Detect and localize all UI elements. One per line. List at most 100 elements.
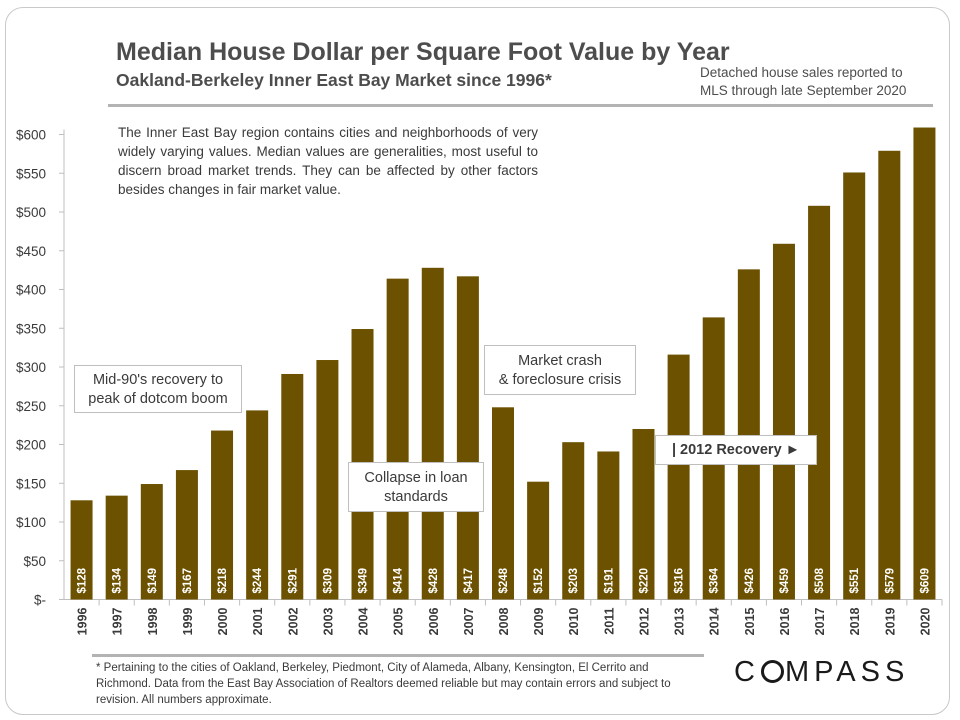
bar-data-label: $579 bbox=[884, 568, 896, 594]
bar-data-label: $152 bbox=[533, 568, 545, 594]
x-tick-label: 2004 bbox=[357, 607, 371, 635]
y-tick-label: $300 bbox=[16, 360, 46, 375]
y-tick-label: $100 bbox=[16, 515, 46, 530]
bar bbox=[632, 429, 655, 600]
x-tick-label: 2019 bbox=[883, 607, 897, 635]
x-tick-label: 2005 bbox=[392, 607, 406, 635]
y-tick-label: $200 bbox=[16, 438, 46, 453]
annotation-dotcom: Mid-90's recovery to peak of dotcom boom bbox=[74, 365, 242, 413]
bar bbox=[913, 127, 936, 600]
bar-data-label: $609 bbox=[919, 568, 931, 594]
bar bbox=[140, 484, 163, 600]
x-tick-label: 2000 bbox=[216, 607, 230, 635]
x-tick-label: 2010 bbox=[567, 607, 581, 635]
annotation-collapse: Collapse in loan standards bbox=[348, 462, 484, 512]
x-tick-label: 2006 bbox=[427, 607, 441, 635]
bar bbox=[281, 373, 304, 600]
bar bbox=[597, 451, 620, 600]
bar bbox=[421, 267, 444, 600]
annotation-crash-line1: Market crash bbox=[518, 353, 602, 369]
annotation-crash-line2: & foreclosure crisis bbox=[498, 372, 622, 388]
bar bbox=[737, 269, 760, 600]
bar-data-label: $417 bbox=[463, 568, 475, 594]
bar-data-label: $149 bbox=[147, 568, 159, 594]
y-tick-label: $250 bbox=[16, 399, 46, 414]
bar bbox=[527, 481, 550, 600]
annotation-crash: Market crash & foreclosure crisis bbox=[484, 345, 636, 395]
bar-data-label: $349 bbox=[358, 568, 370, 594]
annotation-dotcom-line1: Mid-90's recovery to bbox=[92, 372, 224, 388]
bar bbox=[386, 278, 409, 600]
bar-data-label: $316 bbox=[674, 568, 686, 594]
bar bbox=[175, 470, 198, 600]
bar-data-label: $414 bbox=[393, 567, 405, 593]
bar-data-label: $508 bbox=[814, 567, 826, 593]
x-tick-label: 2016 bbox=[778, 607, 792, 635]
y-tick-label: $500 bbox=[16, 205, 46, 220]
bar-data-label: $551 bbox=[849, 567, 861, 593]
x-tick-label: 1997 bbox=[111, 607, 125, 635]
chart-title: Median House Dollar per Square Foot Valu… bbox=[116, 38, 730, 66]
x-tick-label: 2017 bbox=[813, 607, 827, 635]
bar bbox=[492, 407, 514, 600]
x-tick-label: 2002 bbox=[286, 607, 300, 635]
annotation-collapse-line2: standards bbox=[384, 489, 448, 505]
bar bbox=[211, 430, 234, 600]
source-note-line1: Detached house sales reported to bbox=[700, 65, 903, 80]
title-divider bbox=[108, 104, 933, 107]
x-tick-label: 1996 bbox=[76, 607, 90, 635]
bar-data-label: $426 bbox=[744, 568, 756, 594]
bar-data-label: $167 bbox=[182, 568, 194, 594]
x-tick-label: 2013 bbox=[673, 607, 687, 635]
x-tick-label: 2001 bbox=[251, 607, 265, 635]
bar-data-label: $128 bbox=[77, 567, 89, 593]
annotation-dotcom-line2: peak of dotcom boom bbox=[88, 391, 228, 407]
bar bbox=[316, 360, 339, 600]
bar bbox=[105, 495, 128, 600]
x-tick-label: 2011 bbox=[602, 607, 616, 634]
source-note: Detached house sales reported to MLS thr… bbox=[700, 64, 930, 100]
x-tick-label: 2018 bbox=[848, 607, 862, 635]
y-tick-label: $50 bbox=[23, 554, 46, 569]
footnote-divider bbox=[92, 654, 704, 657]
bar-data-label: $220 bbox=[638, 568, 650, 594]
annotation-recovery: | 2012 Recovery ► bbox=[655, 435, 817, 465]
x-tick-label: 2007 bbox=[462, 607, 476, 635]
x-tick-label: 2014 bbox=[708, 607, 722, 635]
x-tick-label: 1998 bbox=[146, 607, 160, 635]
x-tick-label: 2008 bbox=[497, 607, 511, 635]
y-tick-label: $350 bbox=[16, 321, 46, 336]
x-tick-label: 2009 bbox=[532, 607, 546, 635]
x-tick-label: 2012 bbox=[637, 607, 651, 635]
bar-data-label: $244 bbox=[252, 567, 264, 593]
bar bbox=[878, 150, 901, 600]
chart-subtitle: Oakland-Berkeley Inner East Bay Market s… bbox=[116, 70, 552, 90]
bar bbox=[843, 172, 866, 600]
y-tick-label: $550 bbox=[16, 166, 46, 181]
bar bbox=[808, 205, 831, 600]
x-tick-label: 2015 bbox=[743, 607, 757, 635]
bar-data-label: $459 bbox=[779, 568, 791, 594]
logo-o-icon bbox=[760, 660, 784, 683]
y-tick-label: $- bbox=[34, 593, 46, 608]
y-tick-label: $600 bbox=[16, 128, 46, 143]
description-text: The Inner East Bay region contains citie… bbox=[116, 121, 540, 201]
bar-data-label: $134 bbox=[112, 567, 124, 593]
bar bbox=[246, 410, 269, 600]
footnote: * Pertaining to the cities of Oakland, B… bbox=[96, 662, 671, 706]
logo-letter-c: C bbox=[734, 656, 760, 688]
x-tick-label: 1999 bbox=[181, 607, 195, 635]
bar bbox=[772, 243, 795, 600]
bar-data-label: $191 bbox=[603, 567, 615, 593]
bar bbox=[562, 442, 585, 600]
annotation-collapse-line1: Collapse in loan bbox=[364, 470, 468, 486]
bar bbox=[667, 354, 690, 600]
bar bbox=[456, 276, 479, 600]
y-tick-label: $450 bbox=[16, 244, 46, 259]
y-tick-label: $400 bbox=[16, 283, 46, 298]
bar-data-label: $248 bbox=[498, 567, 510, 593]
x-tick-label: 2020 bbox=[918, 607, 932, 635]
y-tick-label: $150 bbox=[16, 476, 46, 491]
bar-data-label: $428 bbox=[428, 567, 440, 593]
